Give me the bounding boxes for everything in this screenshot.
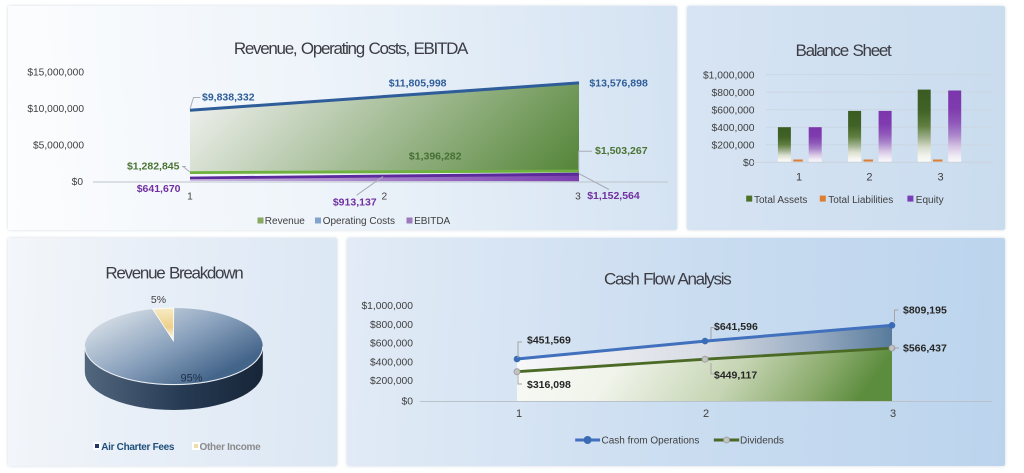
svg-text:1: 1	[796, 172, 802, 184]
svg-text:$641,596: $641,596	[714, 321, 758, 333]
svg-text:$1,396,282: $1,396,282	[409, 150, 462, 162]
svg-text:$809,195: $809,195	[903, 304, 947, 316]
svg-text:$1,000,000: $1,000,000	[361, 301, 413, 312]
svg-text:Cash from Operations: Cash from Operations	[602, 435, 700, 446]
svg-text:3: 3	[937, 172, 943, 184]
svg-text:$9,838,332: $9,838,332	[202, 92, 255, 104]
svg-text:Revenue, Operating Costs, EBIT: Revenue, Operating Costs, EBITDA	[234, 39, 469, 58]
svg-text:$200,000: $200,000	[712, 141, 755, 152]
svg-text:$200,000: $200,000	[370, 376, 413, 387]
svg-text:$1,282,845: $1,282,845	[127, 160, 180, 172]
svg-text:2: 2	[703, 407, 709, 419]
svg-text:Balance Sheet: Balance Sheet	[796, 41, 892, 60]
svg-text:$316,098: $316,098	[527, 378, 571, 390]
svg-text:$11,805,998: $11,805,998	[389, 78, 447, 90]
svg-text:3: 3	[890, 407, 896, 419]
svg-text:1: 1	[187, 192, 193, 203]
svg-text:Air Charter Fees: Air Charter Fees	[101, 441, 175, 452]
svg-text:1: 1	[516, 407, 522, 419]
svg-text:$1,000,000: $1,000,000	[703, 71, 755, 82]
svg-text:Total Liabilities: Total Liabilities	[828, 195, 893, 206]
svg-text:$800,000: $800,000	[370, 319, 413, 330]
svg-text:2: 2	[866, 172, 872, 184]
svg-text:$566,437: $566,437	[903, 342, 947, 354]
svg-text:3: 3	[575, 192, 581, 203]
svg-text:$13,576,898: $13,576,898	[589, 78, 648, 90]
svg-text:$10,000,000: $10,000,000	[27, 104, 84, 115]
svg-text:$0: $0	[402, 396, 414, 407]
svg-text:Revenue: Revenue	[265, 216, 305, 227]
svg-text:Total Assets: Total Assets	[754, 195, 807, 206]
svg-text:Equity: Equity	[916, 195, 944, 206]
svg-text:$15,000,000: $15,000,000	[27, 68, 84, 79]
svg-text:$0: $0	[743, 158, 755, 169]
svg-text:$0: $0	[72, 177, 84, 188]
svg-text:$449,117: $449,117	[714, 369, 757, 381]
svg-text:$600,000: $600,000	[712, 106, 755, 117]
svg-text:95%: 95%	[180, 372, 202, 384]
svg-text:Dividends: Dividends	[740, 435, 784, 446]
svg-text:5%: 5%	[151, 294, 166, 306]
svg-text:$1,503,267: $1,503,267	[595, 145, 648, 157]
svg-text:Other Income: Other Income	[200, 441, 262, 452]
svg-text:Operating Costs: Operating Costs	[323, 216, 395, 227]
svg-text:$600,000: $600,000	[370, 338, 413, 349]
svg-text:$641,670: $641,670	[137, 183, 181, 195]
svg-text:Revenue Breakdown: Revenue Breakdown	[105, 263, 243, 282]
svg-text:$5,000,000: $5,000,000	[33, 141, 84, 152]
svg-text:2: 2	[381, 192, 387, 203]
svg-text:EBITDA: EBITDA	[414, 216, 450, 227]
svg-text:Cash Flow Analysis: Cash Flow Analysis	[604, 269, 731, 288]
svg-text:$1,152,564: $1,152,564	[587, 190, 640, 202]
svg-text:$913,137: $913,137	[333, 196, 377, 208]
svg-text:$400,000: $400,000	[370, 357, 413, 368]
svg-text:$400,000: $400,000	[712, 123, 755, 134]
svg-text:$451,569: $451,569	[527, 334, 571, 346]
svg-text:$800,000: $800,000	[712, 88, 755, 99]
